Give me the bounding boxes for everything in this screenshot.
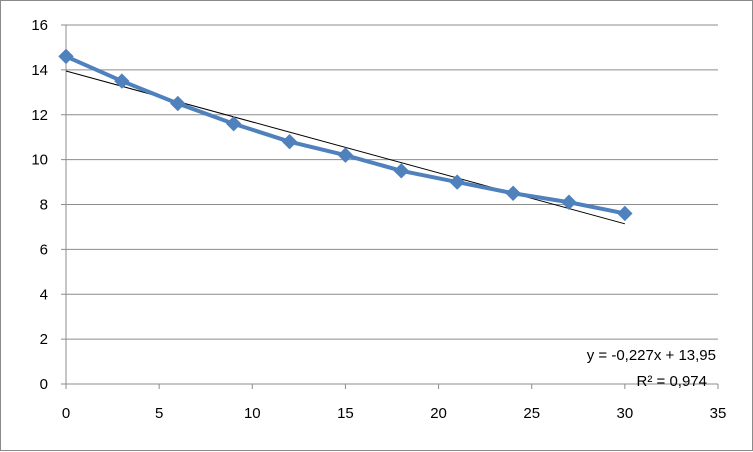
y-tick-label: 4 [40,286,48,303]
y-tick-label: 8 [40,197,48,214]
data-point-marker [393,163,410,179]
data-point-marker [170,95,186,112]
x-tick-label: 5 [155,405,163,422]
data-point-marker [225,116,242,132]
series-layer [58,48,633,222]
x-tick-label: 35 [710,405,727,422]
y-tick-label: 16 [31,17,48,34]
data-point-marker [505,185,521,201]
trendline-r-squared: R² = 0,974 [637,373,707,390]
data-point-marker [58,48,74,65]
data-point-marker [617,205,633,222]
x-tick-label: 0 [62,405,70,422]
data-point-marker [449,174,465,190]
data-point-marker [561,194,577,210]
y-tick-label: 2 [40,331,48,348]
series-line [64,54,627,216]
axes [61,24,719,389]
y-tick-label: 0 [40,376,48,393]
data-point-marker [337,147,354,163]
y-tick-label: 6 [40,241,48,258]
data-point-marker [281,133,298,150]
gridlines [66,24,718,340]
trendline-equation: y = -0,227x + 13,95 [587,347,716,364]
tick-labels: 0 2 4 6 8 10 12 14 16 0 5 10 15 20 25 30 35 [31,17,726,422]
x-tick-label: 20 [430,405,447,422]
x-tick-label: 10 [244,405,261,422]
y-tick-label: 10 [31,152,48,169]
x-tick-label: 15 [337,405,354,422]
x-tick-label: 30 [617,405,634,422]
x-tick-label: 25 [523,405,540,422]
trendline-annotation: y = -0,227x + 13,95 R² = 0,974 [587,347,716,390]
y-tick-label: 14 [31,62,48,79]
data-point-marker [114,73,130,89]
y-tick-label: 12 [31,107,48,124]
